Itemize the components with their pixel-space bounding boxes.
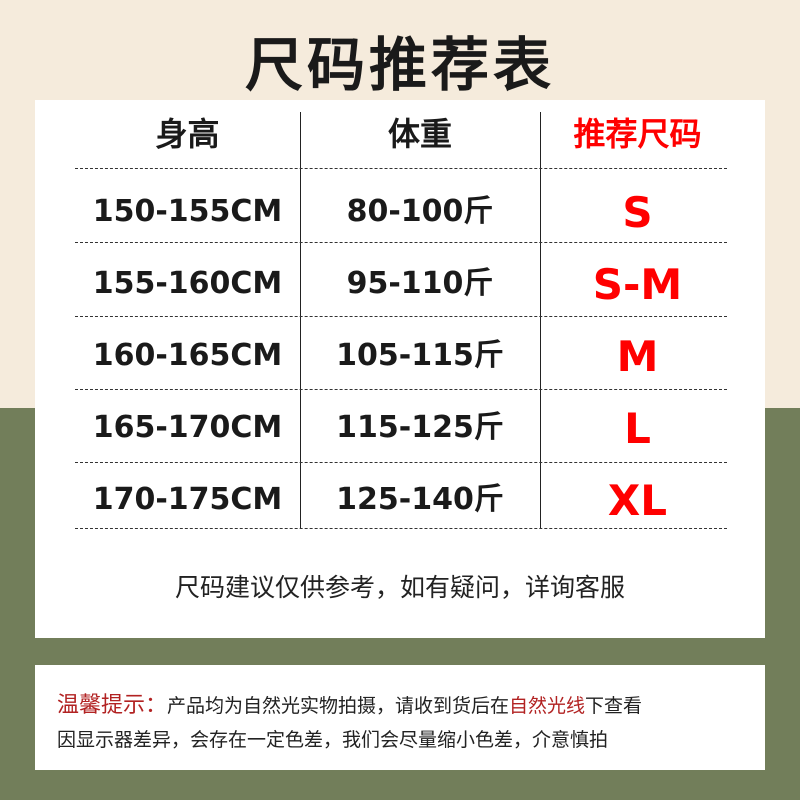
column-divider [300, 112, 301, 528]
row-divider [75, 389, 727, 390]
tip-label: 温馨提示： [57, 693, 168, 718]
row-size: XL [607, 476, 668, 525]
tip-line-2: 因显示器差异，会存在一定色差，我们会尽量缩小色差，介意慎拍 [57, 729, 609, 751]
size-table-card: 身高 体重 推荐尺码 150-155CM 80-100斤 S 155-160CM… [35, 100, 765, 638]
tip-box: 温馨提示：产品均为自然光实物拍摄，请收到货后在自然光线下查看 因显示器差异，会存… [35, 665, 765, 770]
column-divider [540, 112, 541, 528]
row-divider [75, 242, 727, 243]
row-height: 155-160CM [92, 266, 283, 301]
row-weight: 95-110斤 [346, 266, 494, 301]
header-height: 身高 [155, 115, 220, 153]
tip-text: 下查看 [585, 695, 643, 717]
row-height: 170-175CM [92, 482, 283, 517]
row-weight: 80-100斤 [346, 194, 494, 229]
row-weight: 125-140斤 [336, 482, 504, 517]
row-height: 165-170CM [92, 410, 283, 445]
row-divider [75, 316, 727, 317]
row-divider [75, 528, 727, 529]
row-size: L [624, 404, 651, 453]
page-title: 尺码推荐表 [244, 31, 555, 99]
row-size: S-M [592, 260, 683, 309]
row-weight: 115-125斤 [336, 410, 504, 445]
tip-line-1: 温馨提示：产品均为自然光实物拍摄，请收到货后在自然光线下查看 [57, 689, 765, 723]
row-size: S [622, 188, 653, 237]
tip-highlight: 自然光线 [509, 695, 586, 717]
row-weight: 105-115斤 [336, 338, 504, 373]
header-weight: 体重 [387, 115, 452, 153]
row-divider [75, 462, 727, 463]
row-height: 160-165CM [92, 338, 283, 373]
size-note: 尺码建议仅供参考，如有疑问，详询客服 [174, 573, 625, 602]
row-size: M [616, 332, 659, 381]
row-height: 150-155CM [92, 194, 283, 229]
tip-text: 产品均为自然光实物拍摄，请收到货后在 [167, 695, 510, 717]
header-size: 推荐尺码 [573, 115, 702, 153]
row-divider [75, 168, 727, 169]
